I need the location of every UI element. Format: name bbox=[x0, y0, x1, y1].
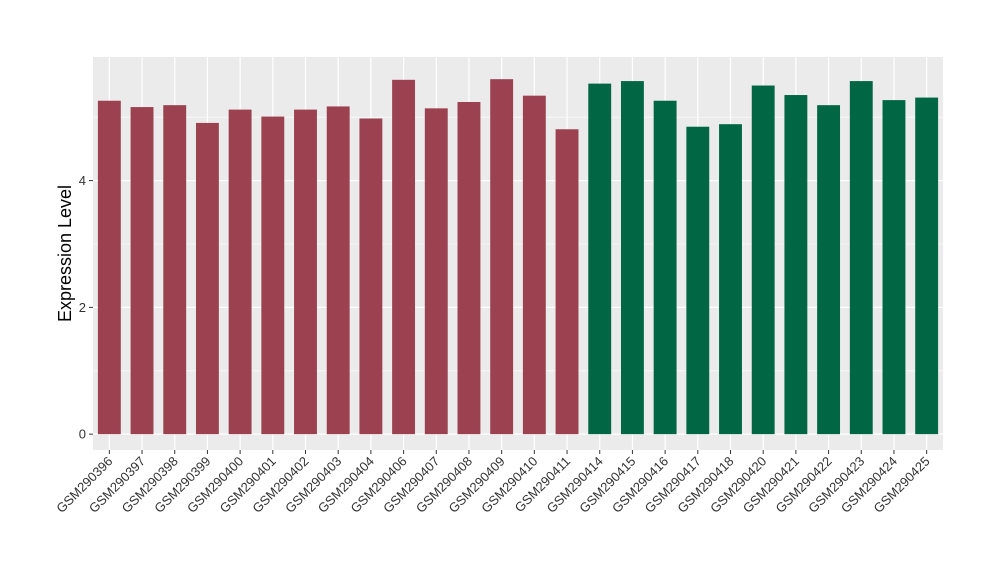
bar bbox=[424, 108, 448, 435]
bar bbox=[522, 95, 546, 435]
bar bbox=[882, 100, 906, 435]
y-tick-label: 2 bbox=[79, 300, 86, 315]
bar bbox=[130, 107, 154, 435]
bar bbox=[817, 105, 841, 435]
bar bbox=[719, 124, 742, 435]
bar bbox=[588, 83, 612, 435]
bar bbox=[359, 118, 383, 435]
y-tick-label: 0 bbox=[79, 427, 86, 442]
bar bbox=[97, 100, 121, 435]
bar bbox=[784, 95, 808, 435]
bar bbox=[653, 100, 677, 435]
x-axis: GSM290396GSM290397GSM290398GSM290399GSM2… bbox=[53, 450, 933, 516]
y-axis: 0 2 4 bbox=[79, 173, 93, 442]
bar bbox=[163, 105, 187, 435]
bar bbox=[490, 79, 514, 435]
bar bbox=[326, 106, 350, 435]
bar bbox=[686, 126, 710, 435]
bar bbox=[228, 109, 252, 435]
bars bbox=[97, 79, 939, 435]
bar bbox=[620, 81, 644, 435]
bar bbox=[457, 102, 481, 435]
bar bbox=[849, 81, 873, 435]
y-axis-title: Expression Level bbox=[55, 185, 75, 322]
bar bbox=[915, 97, 939, 435]
bar bbox=[751, 85, 775, 435]
bar bbox=[392, 79, 416, 435]
plot-panel bbox=[93, 57, 943, 450]
y-tick-label: 4 bbox=[79, 173, 86, 188]
bar bbox=[195, 122, 219, 435]
bar bbox=[261, 116, 285, 435]
bar bbox=[555, 129, 579, 435]
bar bbox=[294, 109, 317, 435]
